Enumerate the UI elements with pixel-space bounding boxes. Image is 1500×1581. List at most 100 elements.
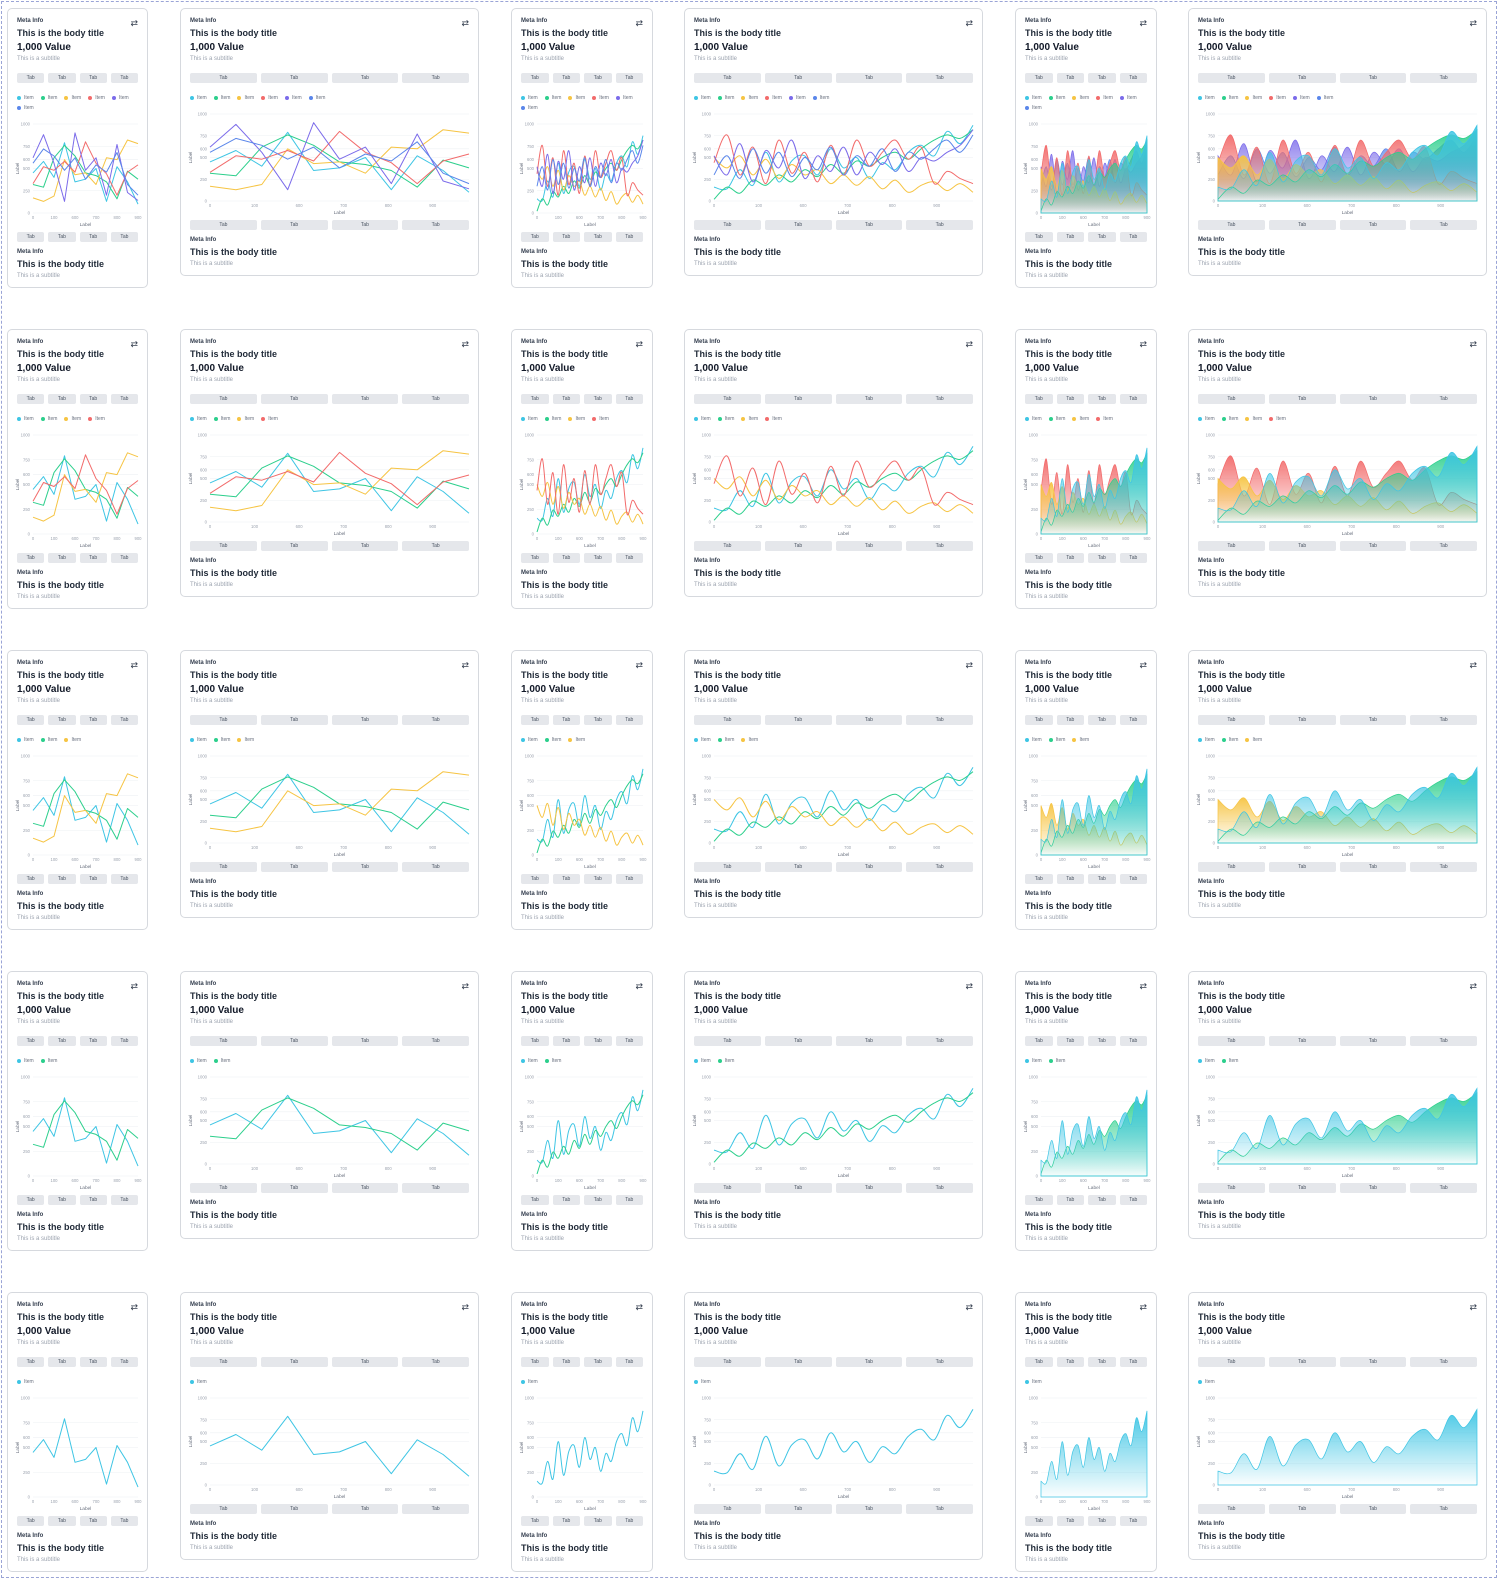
legend-item-blue[interactable]: Item: [308, 94, 325, 102]
refresh-icon[interactable]: ⇄: [635, 1302, 643, 1312]
tab-top-2[interactable]: Tab: [552, 1036, 580, 1046]
refresh-icon[interactable]: ⇄: [130, 1302, 138, 1312]
refresh-icon[interactable]: ⇄: [1469, 18, 1477, 28]
legend-item-yellow[interactable]: Item: [568, 736, 585, 744]
legend-item-red[interactable]: Item: [261, 415, 278, 423]
tab-top-2[interactable]: Tab: [552, 394, 580, 404]
tab-bottom-2[interactable]: Tab: [1268, 1504, 1336, 1514]
tab-top-2[interactable]: Tab: [1268, 1357, 1336, 1367]
tab-bottom-3[interactable]: Tab: [79, 553, 107, 563]
legend-item-yellow[interactable]: Item: [64, 736, 81, 744]
tab-bottom-3[interactable]: Tab: [331, 1183, 399, 1193]
tab-bottom-1[interactable]: Tab: [694, 220, 761, 230]
tab-top-3[interactable]: Tab: [331, 715, 399, 725]
tab-bottom-4[interactable]: Tab: [402, 1504, 469, 1514]
tab-top-3[interactable]: Tab: [1088, 1036, 1116, 1046]
tab-bottom-3[interactable]: Tab: [1088, 1516, 1116, 1526]
legend-item-green[interactable]: Item: [213, 736, 230, 744]
refresh-icon[interactable]: ⇄: [1469, 981, 1477, 991]
tab-bottom-1[interactable]: Tab: [1025, 1195, 1053, 1205]
tab-top-4[interactable]: Tab: [615, 1357, 643, 1367]
tab-bottom-3[interactable]: Tab: [1088, 232, 1116, 242]
tab-top-4[interactable]: Tab: [1119, 73, 1147, 83]
tab-bottom-3[interactable]: Tab: [1339, 220, 1407, 230]
tab-top-3[interactable]: Tab: [79, 1036, 107, 1046]
tab-bottom-1[interactable]: Tab: [1025, 553, 1053, 563]
refresh-icon[interactable]: ⇄: [461, 660, 469, 670]
tab-bottom-4[interactable]: Tab: [402, 220, 469, 230]
legend-item-purple[interactable]: Item: [111, 94, 129, 102]
tab-top-1[interactable]: Tab: [521, 1357, 549, 1367]
tab-bottom-2[interactable]: Tab: [764, 220, 832, 230]
tab-top-3[interactable]: Tab: [79, 73, 107, 83]
legend-item-purple[interactable]: Item: [615, 94, 633, 102]
tab-top-3[interactable]: Tab: [584, 73, 612, 83]
tab-bottom-4[interactable]: Tab: [615, 874, 643, 884]
tab-top-3[interactable]: Tab: [584, 394, 612, 404]
tab-bottom-4[interactable]: Tab: [1119, 1516, 1147, 1526]
tab-bottom-1[interactable]: Tab: [694, 862, 761, 872]
legend-item-green[interactable]: Item: [544, 94, 561, 102]
legend-item-cyan[interactable]: Item: [17, 1378, 34, 1386]
refresh-icon[interactable]: ⇄: [461, 18, 469, 28]
tab-bottom-4[interactable]: Tab: [402, 862, 469, 872]
tab-bottom-2[interactable]: Tab: [1056, 553, 1084, 563]
tab-bottom-1[interactable]: Tab: [17, 232, 45, 242]
refresh-icon[interactable]: ⇄: [1139, 981, 1147, 991]
legend-item-cyan[interactable]: Item: [1025, 1378, 1042, 1386]
tab-top-1[interactable]: Tab: [1198, 1036, 1265, 1046]
legend-item-cyan[interactable]: Item: [1198, 736, 1215, 744]
tab-bottom-4[interactable]: Tab: [402, 541, 469, 551]
tab-bottom-1[interactable]: Tab: [694, 541, 761, 551]
legend-item-purple[interactable]: Item: [1292, 94, 1310, 102]
tab-bottom-3[interactable]: Tab: [331, 541, 399, 551]
legend-item-green[interactable]: Item: [40, 736, 57, 744]
legend-item-red[interactable]: Item: [1096, 94, 1113, 102]
refresh-icon[interactable]: ⇄: [965, 981, 973, 991]
tab-top-3[interactable]: Tab: [331, 73, 399, 83]
tab-top-2[interactable]: Tab: [1056, 1036, 1084, 1046]
legend-item-yellow[interactable]: Item: [568, 415, 585, 423]
legend-item-yellow[interactable]: Item: [1072, 94, 1089, 102]
tab-bottom-1[interactable]: Tab: [1198, 220, 1265, 230]
legend-item-cyan[interactable]: Item: [17, 736, 34, 744]
tab-top-4[interactable]: Tab: [1119, 1357, 1147, 1367]
refresh-icon[interactable]: ⇄: [1139, 660, 1147, 670]
legend-item-green[interactable]: Item: [1221, 415, 1238, 423]
tab-bottom-3[interactable]: Tab: [1339, 1504, 1407, 1514]
legend-item-red[interactable]: Item: [261, 94, 278, 102]
tab-top-4[interactable]: Tab: [1119, 1036, 1147, 1046]
tab-bottom-4[interactable]: Tab: [906, 1504, 973, 1514]
legend-item-red[interactable]: Item: [88, 415, 105, 423]
legend-item-cyan[interactable]: Item: [1198, 415, 1215, 423]
tab-bottom-2[interactable]: Tab: [552, 1516, 580, 1526]
legend-item-cyan[interactable]: Item: [521, 415, 538, 423]
refresh-icon[interactable]: ⇄: [461, 981, 469, 991]
tab-bottom-3[interactable]: Tab: [79, 1516, 107, 1526]
refresh-icon[interactable]: ⇄: [1469, 660, 1477, 670]
tab-top-1[interactable]: Tab: [17, 715, 45, 725]
legend-item-green[interactable]: Item: [717, 736, 734, 744]
legend-item-green[interactable]: Item: [40, 94, 57, 102]
legend-item-red[interactable]: Item: [88, 94, 105, 102]
tab-bottom-1[interactable]: Tab: [17, 1195, 45, 1205]
tab-top-3[interactable]: Tab: [79, 715, 107, 725]
tab-top-3[interactable]: Tab: [1088, 1357, 1116, 1367]
tab-top-3[interactable]: Tab: [584, 715, 612, 725]
legend-item-green[interactable]: Item: [1221, 1057, 1238, 1065]
legend-item-red[interactable]: Item: [765, 94, 782, 102]
tab-top-4[interactable]: Tab: [615, 1036, 643, 1046]
tab-bottom-3[interactable]: Tab: [835, 541, 903, 551]
legend-item-cyan[interactable]: Item: [1025, 415, 1042, 423]
tab-top-3[interactable]: Tab: [1339, 73, 1407, 83]
tab-bottom-3[interactable]: Tab: [1339, 862, 1407, 872]
legend-item-green[interactable]: Item: [1221, 94, 1238, 102]
legend-item-green[interactable]: Item: [717, 1057, 734, 1065]
tab-bottom-3[interactable]: Tab: [835, 862, 903, 872]
tab-top-3[interactable]: Tab: [835, 394, 903, 404]
legend-item-cyan[interactable]: Item: [1025, 1057, 1042, 1065]
tab-bottom-4[interactable]: Tab: [1410, 220, 1477, 230]
tab-bottom-4[interactable]: Tab: [1410, 541, 1477, 551]
tab-bottom-4[interactable]: Tab: [906, 220, 973, 230]
tab-top-2[interactable]: Tab: [764, 1036, 832, 1046]
